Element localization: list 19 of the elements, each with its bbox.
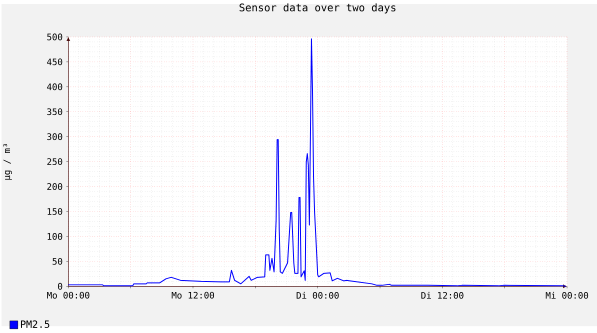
x-tick-label: Di 00:00 <box>296 292 339 299</box>
chart-title: Sensor data over two days <box>240 3 396 14</box>
legend-label: PM2.5 <box>20 320 50 328</box>
y-tick-label: 300 <box>47 133 62 140</box>
y-tick-label: 50 <box>52 258 62 265</box>
x-tick-label: Mi 00:00 <box>546 292 588 299</box>
y-tick-label: 200 <box>47 183 62 190</box>
y-axis-title: µg / m³ <box>3 144 12 180</box>
y-tick-label: 400 <box>47 83 62 90</box>
y-tick-label: 350 <box>47 108 62 115</box>
y-tick-label: 100 <box>48 232 62 240</box>
y-tick-label: 500 <box>47 33 62 40</box>
y-tick-label: 0 <box>58 282 62 290</box>
y-tick-label: 250 <box>47 158 62 165</box>
x-tick-label: Mo 00:00 <box>47 292 90 298</box>
y-tick-label: 150 <box>48 208 62 215</box>
x-tick-label: Mo 12:00 <box>172 292 214 298</box>
x-tick-label: Di 12:00 <box>421 292 464 299</box>
y-tick-label: 450 <box>47 58 62 66</box>
